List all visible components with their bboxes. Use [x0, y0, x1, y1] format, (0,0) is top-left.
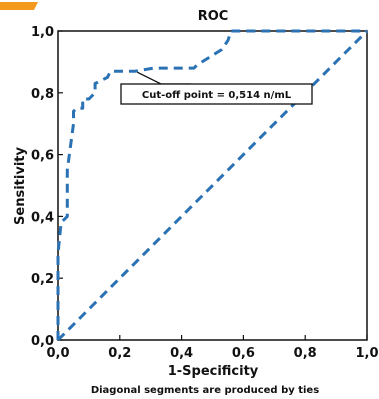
callout-box [120, 83, 313, 105]
y-tick-label: 0,6 [31, 149, 54, 164]
y-tick-label: 0,4 [31, 210, 54, 225]
chart-title: ROC [198, 9, 229, 24]
y-axis-title: Sensitivity [13, 147, 28, 225]
y-tick-label: 0,0 [31, 334, 54, 349]
footnote: Diagonal segments are produced by ties [91, 385, 319, 396]
roc-curve-line [56, 29, 367, 340]
cutoff-callout: Cut-off point = 0,514 n/mL [120, 71, 313, 105]
callout-label: Cut-off point = 0,514 n/mL [142, 90, 292, 101]
y-tick-label: 0,8 [31, 87, 54, 102]
x-tick-label: 0,6 [232, 346, 255, 361]
logo-arc [0, 2, 38, 10]
y-tick-label: 1,0 [31, 25, 54, 40]
x-axis-ticks: 0,0 0,2 0,4 0,6 0,8 1,0 [46, 335, 379, 361]
diagonal-reference-line [56, 29, 369, 342]
callout-pointer [136, 71, 191, 85]
plot-frame [57, 30, 368, 341]
x-tick-label: 0,2 [108, 346, 131, 361]
x-tick-label: 0,4 [170, 346, 193, 361]
x-tick-label: 1,0 [355, 346, 378, 361]
x-axis-title: 1-Specificity [168, 364, 259, 379]
series-layer [56, 29, 369, 342]
annotation-layer: Cut-off point = 0,514 n/mL [120, 71, 313, 105]
logo-fragment [0, 2, 38, 10]
x-tick-label: 0,0 [46, 346, 69, 361]
y-tick-label: 0,2 [31, 272, 54, 287]
y-axis-ticks: 0,0 0,2 0,4 0,6 0,8 1,0 [31, 25, 63, 349]
x-tick-label: 0,8 [294, 346, 317, 361]
